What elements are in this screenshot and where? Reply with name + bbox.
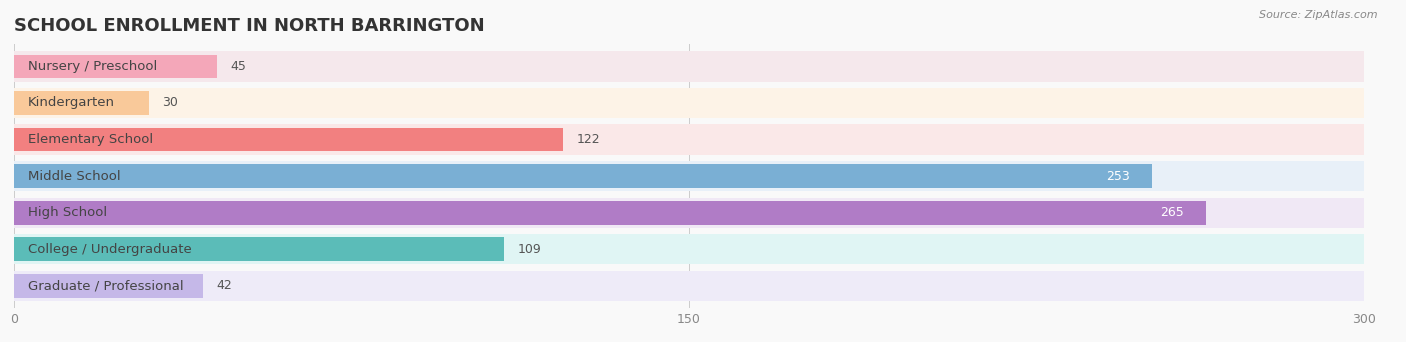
Text: 265: 265 — [1160, 206, 1184, 219]
Text: SCHOOL ENROLLMENT IN NORTH BARRINGTON: SCHOOL ENROLLMENT IN NORTH BARRINGTON — [14, 16, 485, 35]
Text: Graduate / Professional: Graduate / Professional — [28, 279, 183, 292]
Text: Kindergarten: Kindergarten — [28, 96, 114, 109]
Text: 253: 253 — [1107, 170, 1130, 183]
Bar — [14, 88, 1364, 118]
Bar — [14, 128, 562, 152]
Bar — [14, 164, 1153, 188]
Bar — [14, 271, 1364, 301]
Text: Middle School: Middle School — [28, 170, 120, 183]
Bar — [14, 124, 1364, 155]
Text: 45: 45 — [231, 60, 246, 73]
Bar — [14, 201, 1206, 225]
Text: High School: High School — [28, 206, 107, 219]
Bar — [14, 274, 202, 298]
Bar — [14, 161, 1364, 191]
Bar — [14, 51, 1364, 82]
Bar — [14, 237, 505, 261]
Bar — [14, 198, 1364, 228]
Bar — [14, 54, 217, 78]
Text: 30: 30 — [163, 96, 179, 109]
Text: 122: 122 — [576, 133, 600, 146]
Text: Elementary School: Elementary School — [28, 133, 153, 146]
Text: Source: ZipAtlas.com: Source: ZipAtlas.com — [1260, 10, 1378, 20]
Text: 109: 109 — [517, 243, 541, 256]
Text: Nursery / Preschool: Nursery / Preschool — [28, 60, 157, 73]
Text: 42: 42 — [217, 279, 232, 292]
Bar — [14, 234, 1364, 264]
Bar — [14, 91, 149, 115]
Text: College / Undergraduate: College / Undergraduate — [28, 243, 191, 256]
